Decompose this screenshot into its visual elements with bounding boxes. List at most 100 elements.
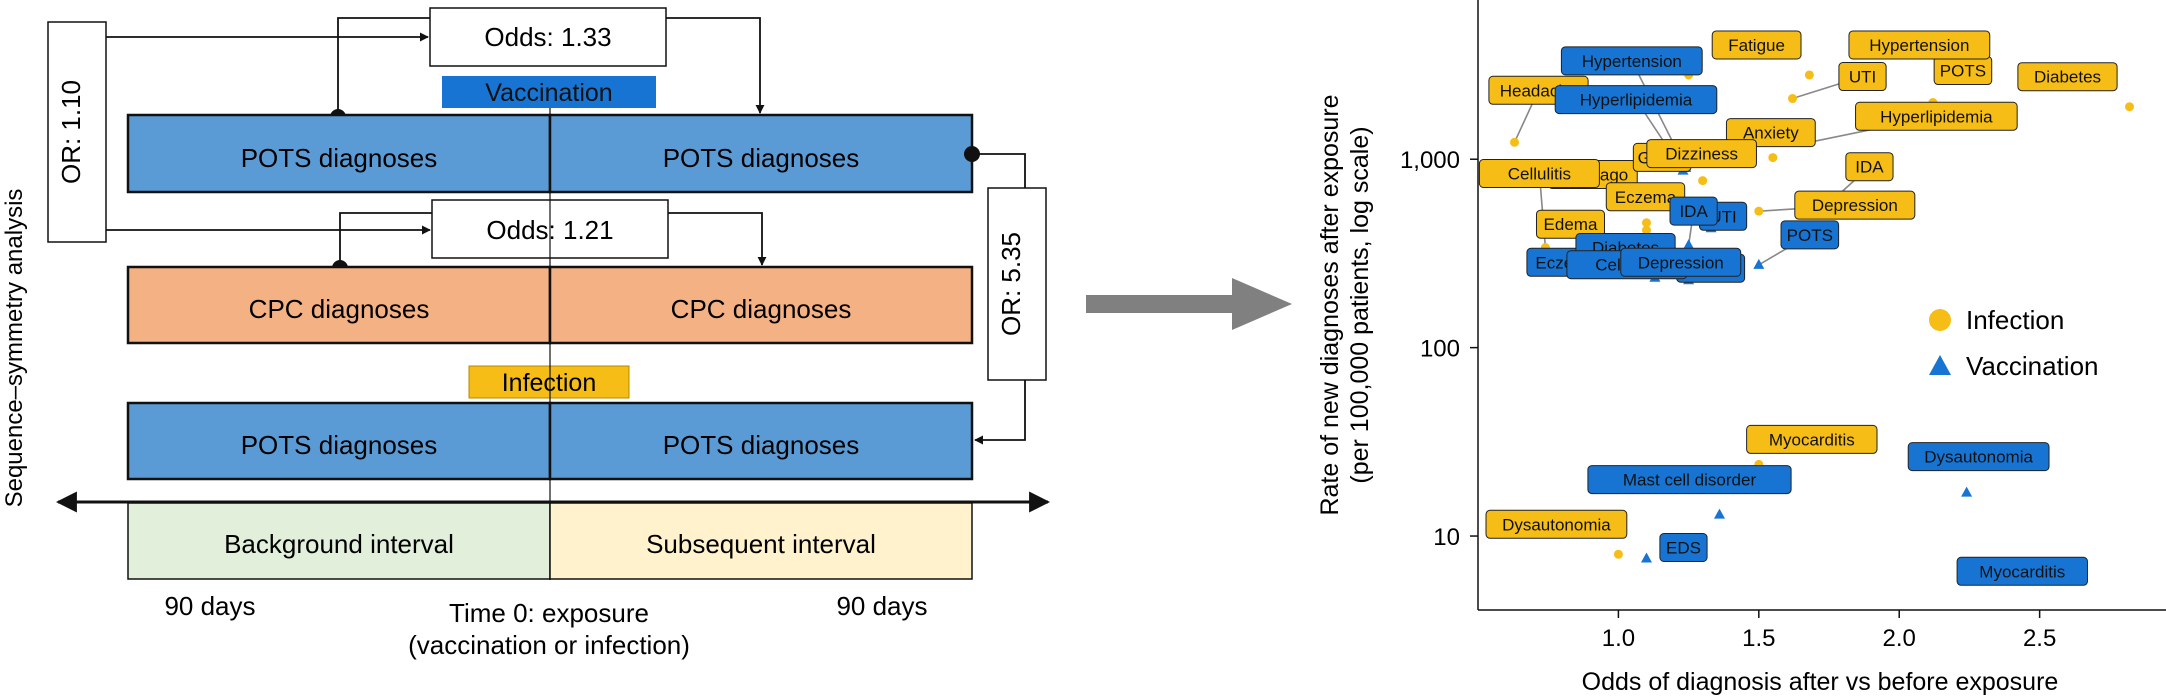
cpc-subsequent-label: CPC diagnoses <box>671 294 852 324</box>
vaccination-label-box-mast-cell-disorder <box>1587 465 1792 495</box>
infection-point-uti <box>1788 94 1798 104</box>
vaccination-label-dysautonomia: Dysautonomia <box>1924 448 2033 467</box>
or-left-box <box>47 21 107 243</box>
infection-label-box-myocarditis <box>1746 424 1878 454</box>
vaccination-point-eds <box>1640 552 1652 563</box>
vaccination-label-pots: POTS <box>1787 226 1833 245</box>
or-right-label: OR: 5.35 <box>996 232 1026 336</box>
or-right-connector-top <box>972 153 1026 188</box>
odds-top-box <box>429 7 667 67</box>
or-right-connector-bottom <box>974 380 1026 445</box>
or-left-label: OR: 1.10 <box>56 80 86 184</box>
x-tick-label: 1.0 <box>1602 625 1635 652</box>
background-interval-label: Background interval <box>224 529 454 559</box>
x-tick-label: 1.5 <box>1742 625 1775 652</box>
subsequent-interval-box <box>549 502 973 580</box>
vaccination-label-box-hyperlipidemia <box>1554 85 1718 115</box>
infection-label-hypertension: Hypertension <box>1869 36 1969 55</box>
infection-label-edema: Edema <box>1544 215 1598 234</box>
side-label: Sequence–symmetry analysis <box>1 189 28 508</box>
infection-label-box-edema <box>1535 209 1605 239</box>
infection-label-box-hypertension <box>1848 30 1991 60</box>
x-axis-label: Odds of diagnosis after vs before exposu… <box>1582 668 2059 696</box>
vaccination-label-eds: EDS <box>1666 538 1701 557</box>
subsequent-interval-label: Subsequent interval <box>646 529 876 559</box>
days-right-label: 90 days <box>836 591 927 621</box>
vaccination-point-mast-cell-disorder <box>1714 508 1726 519</box>
transition-arrow <box>1086 278 1292 330</box>
infection-point-hypertension <box>1804 70 1814 80</box>
vaccination-label-box-dysautonomia <box>1907 442 2050 472</box>
vaccination-subsequent-connector <box>666 17 765 114</box>
infection-label-box-uti <box>1838 62 1887 92</box>
pots-infection-subsequent-label: POTS diagnoses <box>663 430 860 460</box>
infection-label-box-ida <box>1845 152 1894 182</box>
axis-ticks: 1.0 1.5 2.0 2.5 10 100 1,000 <box>1400 147 2056 652</box>
infection-label-uti: UTI <box>1849 68 1876 87</box>
pots-row-infection-subsequent <box>548 401 974 481</box>
y-axis-label-line2: (per 100,000 patients, log scale) <box>1346 126 1374 483</box>
pots-vaccination-background-label: POTS diagnoses <box>241 143 438 173</box>
infection-point-eczema <box>1641 218 1651 228</box>
vaccination-tag-label: Vaccination <box>485 79 612 107</box>
infection-label-box-dizziness <box>1646 139 1757 169</box>
vaccination-label-ida: IDA <box>1679 202 1708 221</box>
infection-label-myocarditis: Myocarditis <box>1769 430 1855 449</box>
infection-label-anxiety: Anxiety <box>1743 124 1799 143</box>
vaccination-point-ida <box>1683 239 1695 250</box>
infection-label-dizziness: Dizziness <box>1665 145 1738 164</box>
infection-point-edema <box>1641 225 1651 235</box>
infection-point-anxiety <box>1768 153 1778 163</box>
cpc-subsequent-connector <box>668 212 767 266</box>
vaccination-point-dysautonomia <box>1961 486 1973 497</box>
x-tick-label: 2.0 <box>1883 625 1916 652</box>
infection-label-dysautonomia: Dysautonomia <box>1502 515 1611 534</box>
vaccination-label-hyperlipidemia: Hyperlipidemia <box>1580 91 1693 110</box>
background-interval-box <box>127 502 551 580</box>
vaccination-label-depression: Depression <box>1638 253 1724 272</box>
y-tick-label: 100 <box>1420 336 1460 363</box>
infection-tag <box>468 365 630 399</box>
point-labels: Diabetes POTS Hyperlipidemia UTI Fatigue Hype… <box>1478 30 2118 586</box>
infection-point-depression <box>1754 206 1764 216</box>
legend-label-infection: Infection <box>1966 305 2064 335</box>
infection-label-cellulitis: Cellulitis <box>1508 164 1571 183</box>
legend-infection-marker <box>1929 309 1951 331</box>
vaccination-label-box-hypertension <box>1560 46 1703 76</box>
infection-label-box-dysautonomia <box>1485 509 1628 539</box>
infection-label-diabetes: Diabetes <box>2034 68 2101 87</box>
vaccination-label-box-myocarditis <box>1956 556 2088 586</box>
pots-infection-background-label: POTS diagnoses <box>241 430 438 460</box>
infection-label-ida: IDA <box>1855 158 1884 177</box>
cpc-background-connector <box>339 212 432 268</box>
infection-label-pots: POTS <box>1940 62 1986 81</box>
vaccination-tag <box>442 76 656 108</box>
x-tick-label: 2.5 <box>2023 625 2056 652</box>
vaccination-point-pots <box>1753 258 1765 269</box>
infection-label-box-fatigue <box>1711 30 1802 60</box>
vaccination-label-myocarditis: Myocarditis <box>1979 562 2065 581</box>
infection-label-depression: Depression <box>1812 196 1898 215</box>
y-tick-label: 10 <box>1433 524 1460 551</box>
infection-label-box-hyperlipidemia <box>1855 101 2018 131</box>
days-left-label: 90 days <box>164 591 255 621</box>
infection-label-hyperlipidemia: Hyperlipidemia <box>1880 107 1993 126</box>
legend-label-vaccination: Vaccination <box>1966 351 2099 381</box>
cpc-background-label: CPC diagnoses <box>249 294 430 324</box>
legend-vaccination-marker <box>1929 355 1951 375</box>
sequence-symmetry-diagram: Sequence–symmetry analysis OR: 1.10 Odds… <box>1 7 1051 660</box>
chart-legend: Infection Vaccination <box>1929 305 2099 381</box>
y-axis-label-line1: Rate of new diagnoses after exposure <box>1316 94 1344 515</box>
infection-label-box-diabetes <box>2017 62 2118 92</box>
infection-tag-label: Infection <box>502 369 597 397</box>
vaccination-background-connector <box>337 17 430 117</box>
infection-point-dizziness <box>1698 176 1708 186</box>
pots-vaccination-subsequent-label: POTS diagnoses <box>663 143 860 173</box>
infection-label-eczema: Eczema <box>1615 188 1677 207</box>
time-zero-sublabel: (vaccination or infection) <box>408 630 690 660</box>
time-zero-label: Time 0: exposure <box>449 598 649 628</box>
cpc-row-subsequent <box>548 265 974 345</box>
vaccination-label-box-ida <box>1669 196 1718 226</box>
vaccination-label-mast-cell-disorder: Mast cell disorder <box>1623 471 1757 490</box>
